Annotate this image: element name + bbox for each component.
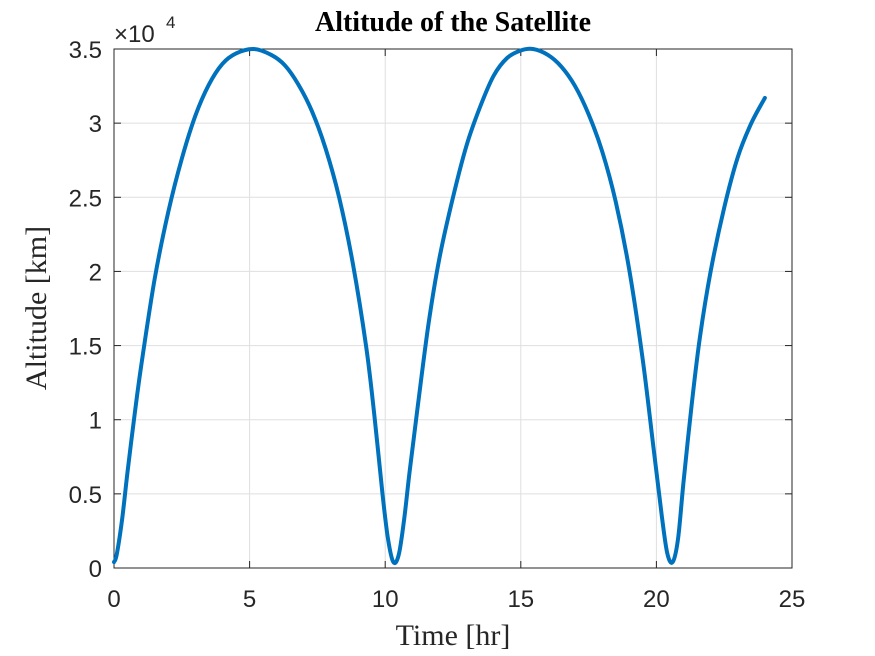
y-tick-label: 2 bbox=[89, 259, 102, 286]
y-axis-label: Altitude [km] bbox=[20, 226, 53, 390]
y-tick-labels: 0 0.5 1 1.5 2 2.5 3 3.5 bbox=[69, 37, 102, 583]
x-tick-label: 10 bbox=[372, 586, 399, 613]
y-exponent-power: 4 bbox=[166, 13, 175, 32]
series-layer bbox=[112, 46, 767, 566]
x-tick-label: 5 bbox=[243, 586, 256, 613]
x-tick-labels: 0 5 10 15 20 25 bbox=[107, 586, 805, 613]
y-tick-label: 0.5 bbox=[69, 482, 102, 509]
plot-area bbox=[114, 49, 792, 568]
x-tick-label: 20 bbox=[643, 586, 670, 613]
axes-box bbox=[113, 48, 793, 569]
altitude-series-line bbox=[112, 46, 767, 566]
y-tick-label: 1.5 bbox=[69, 334, 102, 361]
y-tick-label: 3.5 bbox=[69, 37, 102, 64]
x-axis-label: Time [hr] bbox=[396, 619, 511, 652]
chart-title: Altitude of the Satellite bbox=[315, 7, 591, 38]
x-tick-label: 15 bbox=[507, 586, 534, 613]
x-tick-label: 0 bbox=[107, 586, 120, 613]
x-tick-label: 25 bbox=[779, 586, 806, 613]
y-tick-label: 1 bbox=[89, 408, 102, 435]
y-tick-label: 0 bbox=[89, 556, 102, 583]
y-tick-label: 3 bbox=[89, 111, 102, 138]
y-tick-label: 2.5 bbox=[69, 185, 102, 212]
grid-lines bbox=[114, 49, 792, 568]
y-exponent-multiplier: ×10 bbox=[114, 21, 155, 48]
